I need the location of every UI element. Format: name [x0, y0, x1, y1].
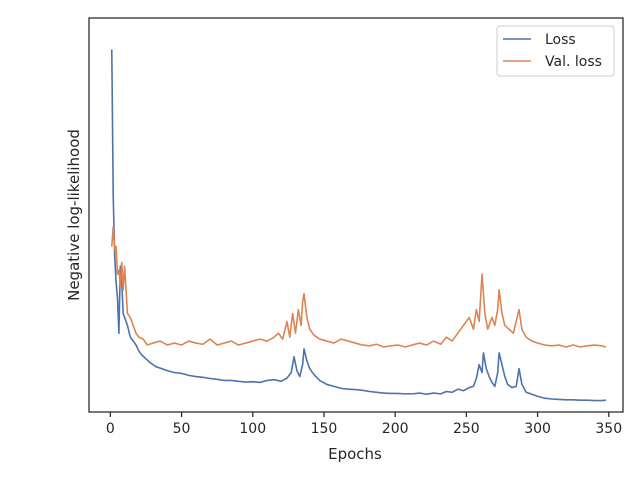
x-tick-label: 100 — [239, 421, 266, 437]
axes-layer: 0 50 100 150 200 250 300 350 — [88, 17, 624, 437]
x-tick-label: 300 — [524, 421, 551, 437]
plot-frame — [88, 17, 624, 413]
x-tick-label: 0 — [106, 421, 115, 437]
x-tick-label: 200 — [382, 421, 409, 437]
x-axis-title: Epochs — [328, 445, 382, 463]
legend: Loss Val. loss — [496, 25, 615, 77]
y-axis-title: Negative log-likelihood — [65, 129, 83, 301]
plot-layer — [110, 49, 607, 402]
series-line-loss — [110, 49, 606, 402]
x-tick-label: 250 — [453, 421, 480, 437]
x-tick-label: 50 — [173, 421, 191, 437]
legend-label-loss: Loss — [545, 32, 576, 48]
x-tick-label: 150 — [311, 421, 338, 437]
x-tick-label: 350 — [595, 421, 622, 437]
series-line-val-loss — [110, 226, 607, 348]
legend-label-val-loss: Val. loss — [545, 54, 602, 70]
